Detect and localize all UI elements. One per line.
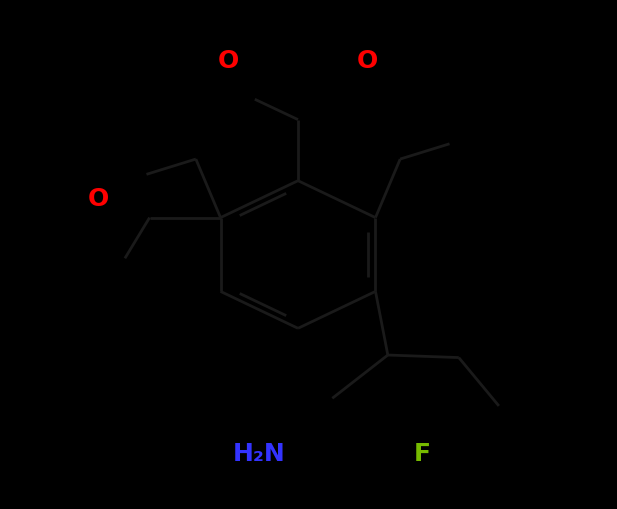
Text: O: O	[218, 49, 239, 73]
Text: O: O	[88, 186, 109, 211]
Text: H₂N: H₂N	[233, 442, 286, 466]
Text: F: F	[414, 442, 431, 466]
Text: O: O	[357, 49, 378, 73]
